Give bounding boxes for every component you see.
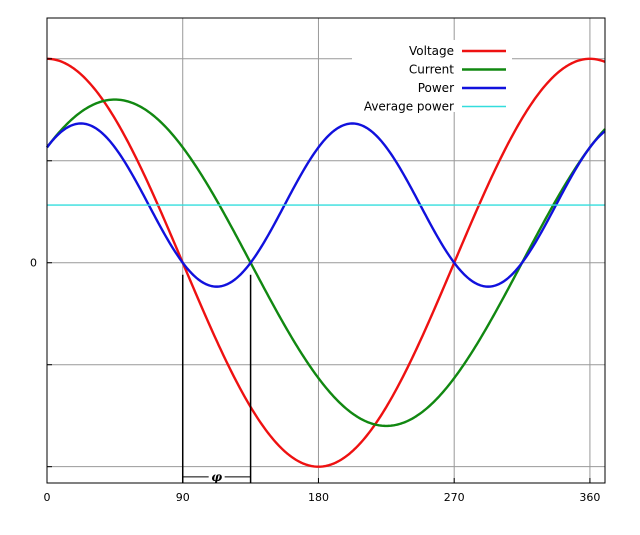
legend-label: Voltage bbox=[409, 44, 454, 58]
voltage-line bbox=[46, 57, 606, 468]
legend: Voltage Current Power Average power bbox=[352, 40, 512, 114]
y-tick-label: 0 bbox=[30, 257, 37, 270]
power-line bbox=[46, 122, 606, 288]
plot-frame bbox=[46, 17, 606, 484]
grid-lines bbox=[47, 18, 605, 483]
x-tick-label: 180 bbox=[308, 491, 329, 504]
x-tick-label: 0 bbox=[44, 491, 51, 504]
axis-ticks: 0 90 180 270 360 0 bbox=[30, 58, 600, 504]
phase-label: φ bbox=[211, 470, 222, 484]
x-tick-label: 270 bbox=[444, 491, 465, 504]
series-lines bbox=[46, 57, 606, 468]
legend-label: Power bbox=[418, 81, 454, 95]
x-tick-label: 360 bbox=[579, 491, 600, 504]
legend-label: Current bbox=[409, 63, 454, 77]
phase-annotation: φ bbox=[181, 274, 252, 484]
current-line bbox=[46, 98, 606, 428]
x-tick-label: 90 bbox=[176, 491, 190, 504]
legend-label: Average power bbox=[364, 100, 454, 114]
